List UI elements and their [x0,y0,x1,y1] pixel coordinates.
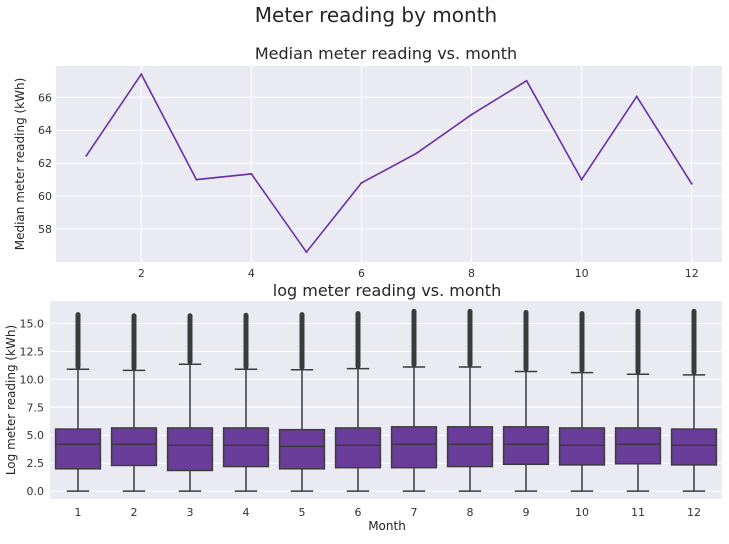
box-month-4 [222,312,270,492]
box-x-tick-label: 12 [687,506,701,519]
line-point [635,95,638,98]
box-iqr [390,426,438,469]
median-line [85,72,693,254]
box-y-tick-label: 2.5 [27,457,45,470]
line-y-tick-label: 58 [38,223,52,236]
box-x-axis-label: Month [368,519,406,533]
box-fliers [299,312,305,370]
box-y-tick-label: 12.5 [20,345,45,358]
box-month-12 [670,308,718,492]
line-x-tick-label: 12 [685,267,699,280]
line-y-tick-label: 62 [38,157,52,170]
line-point [250,172,253,175]
box-iqr [334,427,382,469]
box-y-tick-label: 15.0 [20,317,45,330]
box-month-2 [110,313,158,492]
box-x-tick-label: 7 [411,506,418,519]
box-x-tick-label: 11 [631,506,645,519]
box-iqr [614,427,662,465]
box-month-9 [502,309,550,492]
line-point [305,251,308,254]
box-fliers [691,308,697,375]
line-y-tick-label: 60 [38,190,52,203]
box-chart-title: log meter reading vs. month [273,281,501,300]
box-fliers [131,313,137,371]
box-x-tick-label: 6 [355,506,362,519]
line-x-tick-label: 6 [358,267,365,280]
box-fliers [635,308,641,375]
box-y-tick-label: 0.0 [27,485,45,498]
box-x-tick-label: 4 [243,506,250,519]
box-fliers [355,311,361,369]
line-x-ticks: 2 4 6 8 10 12 [138,267,699,280]
box-iqr [502,426,550,466]
box-y-tick-label: 5.0 [27,429,45,442]
box-fliers [187,313,193,365]
line-point [690,182,693,185]
line-point [140,73,143,76]
line-x-tick-label: 10 [575,267,589,280]
line-y-axis-label: Median meter reading (kWh) [13,78,27,251]
line-point [470,113,473,116]
box-x-tick-label: 3 [187,506,194,519]
box-iqr [54,428,102,470]
box-x-tick-label: 1 [75,506,82,519]
box-month-11 [614,308,662,492]
line-point [580,178,583,181]
box-month-7 [390,308,438,492]
box-marks [54,308,718,492]
box-x-tick-label: 8 [467,506,474,519]
box-x-tick-label: 2 [131,506,138,519]
figure-title: Meter reading by month [255,3,497,27]
box-month-10 [558,311,606,492]
box-y-tick-label: 10.0 [20,373,45,386]
box-iqr [446,426,494,468]
box-y-axis-label: Log meter reading (kWh) [4,325,18,475]
box-plot-area [50,301,722,499]
box-fliers [467,308,473,367]
box-iqr [222,427,270,468]
box-month-1 [54,312,102,492]
box-month-8 [446,308,494,492]
box-x-ticks: 1 2 3 4 5 6 7 8 9 10 11 12 [75,506,702,519]
line-plot-area [56,66,722,262]
line-y-tick-label: 66 [38,91,52,104]
line-x-tick-label: 8 [468,267,475,280]
line-chart: 2 4 6 8 10 12 58 60 62 64 66 Median meter reading… [13,44,722,280]
box-month-6 [334,311,382,492]
line-point [195,178,198,181]
box-grid [50,322,722,492]
box-x-tick-label: 10 [575,506,589,519]
line-y-ticks: 58 60 62 64 66 [38,91,52,236]
line-x-tick-label: 4 [248,267,255,280]
line-point [360,181,363,184]
line-x-tick-label: 2 [138,267,145,280]
box-fliers [75,312,81,370]
line-chart-title: Median meter reading vs. month [255,44,517,63]
box-x-tick-label: 5 [299,506,306,519]
line-point [415,152,418,155]
box-fliers [411,308,417,367]
box-fliers [243,312,249,370]
box-y-tick-label: 7.5 [27,401,45,414]
box-iqr [670,428,718,466]
line-points [85,73,693,254]
line-y-tick-label: 64 [38,124,52,137]
line-grid [56,66,722,262]
box-y-ticks: 0.0 2.5 5.0 7.5 10.0 12.5 15.0 [20,317,45,498]
box-fliers [523,309,529,372]
box-fliers [579,311,585,373]
line-point [85,154,88,157]
box-iqr [558,427,606,466]
box-iqr [166,427,214,472]
line-point [525,79,528,82]
box-iqr [110,427,158,467]
box-month-5 [278,312,326,492]
box-month-3 [166,313,214,492]
box-x-tick-label: 9 [523,506,530,519]
box-chart: 1 2 3 4 5 6 7 8 9 10 11 12 0.02.55.07.510.012.515.0… [4,281,722,533]
box-iqr [278,428,326,470]
